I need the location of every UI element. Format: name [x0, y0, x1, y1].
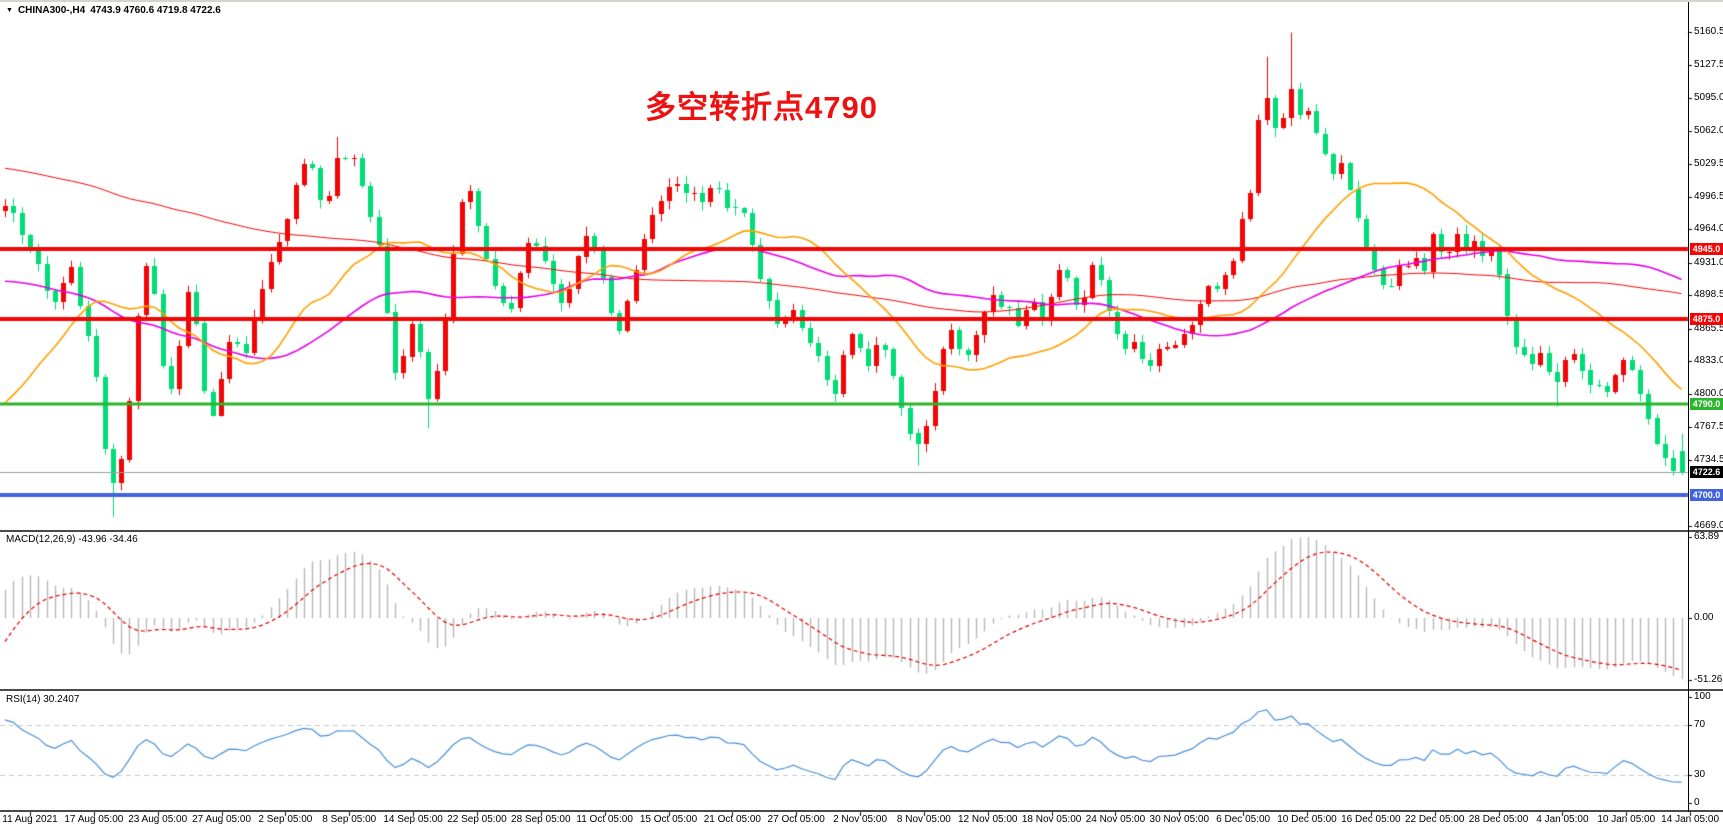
panel-separator-main-macd[interactable]: [0, 530, 1723, 532]
price-tick-label: 4996.5: [1694, 190, 1723, 202]
price-tick-label: 4865.5: [1694, 322, 1723, 334]
price-badge-4700.0: 4700.0: [1690, 488, 1723, 501]
time-tick-label: 12 Nov 05:00: [958, 814, 1018, 825]
price-tick-label: 5095.0: [1694, 91, 1723, 103]
chevron-down-icon[interactable]: ▼: [6, 6, 13, 14]
rsi-tick-label: 0: [1694, 797, 1700, 808]
price-tick-label: 4898.5: [1694, 289, 1723, 301]
time-tick-label: 11 Oct 05:00: [576, 814, 633, 825]
annotation-text: 多空转折点4790: [645, 90, 878, 125]
rsi-tick-label: 100: [1694, 691, 1711, 702]
time-tick-label: 27 Aug 05:00: [192, 814, 252, 825]
time-tick-label: 11 Aug 2021: [2, 814, 58, 825]
time-tick-label: 28 Dec 05:00: [1468, 814, 1529, 825]
price-badge-4945.0: 4945.0: [1690, 242, 1723, 255]
time-tick-label: 24 Nov 05:00: [1085, 814, 1146, 825]
price-tick-label: 5062.0: [1694, 125, 1723, 136]
time-tick-label: 27 Oct 05:00: [767, 814, 825, 825]
symbol-ohlc-values: 4743.9 4760.6 4719.8 4722.6: [90, 5, 221, 16]
macd-tick-label: -51.26: [1694, 674, 1723, 685]
time-tick-label: 6 Dec 05:00: [1216, 814, 1271, 825]
time-tick-label: 21 Oct 05:00: [703, 814, 761, 825]
time-tick-label: 14 Sep 05:00: [383, 814, 443, 825]
price-tick-label: 5127.5: [1694, 59, 1723, 71]
rsi-indicator-label: RSI(14) 30.2407: [6, 694, 80, 705]
time-tick-label: 16 Dec 05:00: [1341, 814, 1401, 825]
macd-indicator-label: MACD(12,26,9) -43.96 -34.46: [6, 534, 138, 545]
price-tick-label: 4833.0: [1694, 355, 1723, 367]
time-tick-label: 30 Nov 05:00: [1149, 814, 1210, 825]
time-tick-label: 17 Aug 05:00: [64, 814, 124, 825]
price-badge-4722.6: 4722.6: [1690, 466, 1723, 479]
time-tick-label: 10 Dec 05:00: [1277, 814, 1337, 825]
price-tick-label: 5160.5: [1694, 26, 1723, 37]
price-badge-4875.0: 4875.0: [1690, 312, 1723, 325]
time-tick-label: 10 Jan 05:00: [1597, 814, 1656, 825]
time-tick-label: 15 Oct 05:00: [639, 814, 698, 825]
price-tick-label: 4734.5: [1694, 454, 1723, 466]
panel-separator-time-axis: [0, 810, 1723, 812]
time-tick-label: 18 Nov 05:00: [1021, 814, 1082, 825]
time-tick-label: 22 Dec 05:00: [1404, 814, 1465, 825]
macd-tick-label: 63.89: [1694, 531, 1720, 542]
symbol-name: CHINA300-,H4: [17, 5, 86, 16]
time-tick-label: 8 Sep 05:00: [322, 814, 377, 825]
price-axis-line: [1688, 2, 1689, 812]
time-tick-label: 23 Aug 05:00: [128, 814, 188, 825]
price-tick-label: 4931.0: [1694, 256, 1723, 268]
price-tick-label: 4669.0: [1694, 520, 1723, 531]
price-tick-label: 5029.5: [1694, 157, 1723, 169]
price-tick-label: 4964.0: [1694, 223, 1723, 235]
rsi-tick-label: 30: [1694, 769, 1706, 780]
time-tick-label: 4 Jan 05:00: [1536, 814, 1589, 825]
time-tick-label: 28 Sep 05:00: [511, 814, 571, 825]
time-tick-label: 2 Sep 05:00: [258, 814, 313, 825]
price-tick-label: 4800.0: [1694, 388, 1723, 400]
symbol-bar: ▼ CHINA300-,H4 4743.9 4760.6 4719.8 4722…: [6, 5, 221, 16]
rsi-tick-label: 70: [1694, 719, 1706, 730]
price-badge-4790.0: 4790.0: [1690, 398, 1723, 411]
time-tick-label: 22 Sep 05:00: [447, 814, 507, 825]
time-tick-label: 2 Nov 05:00: [833, 814, 888, 825]
panel-separator-macd-rsi[interactable]: [0, 689, 1723, 691]
macd-tick-label: 0.00: [1694, 612, 1714, 623]
price-tick-label: 4767.5: [1694, 420, 1723, 432]
time-tick-label: 14 Jan 05:00: [1661, 814, 1720, 825]
time-tick-label: 8 Nov 05:00: [896, 814, 951, 825]
